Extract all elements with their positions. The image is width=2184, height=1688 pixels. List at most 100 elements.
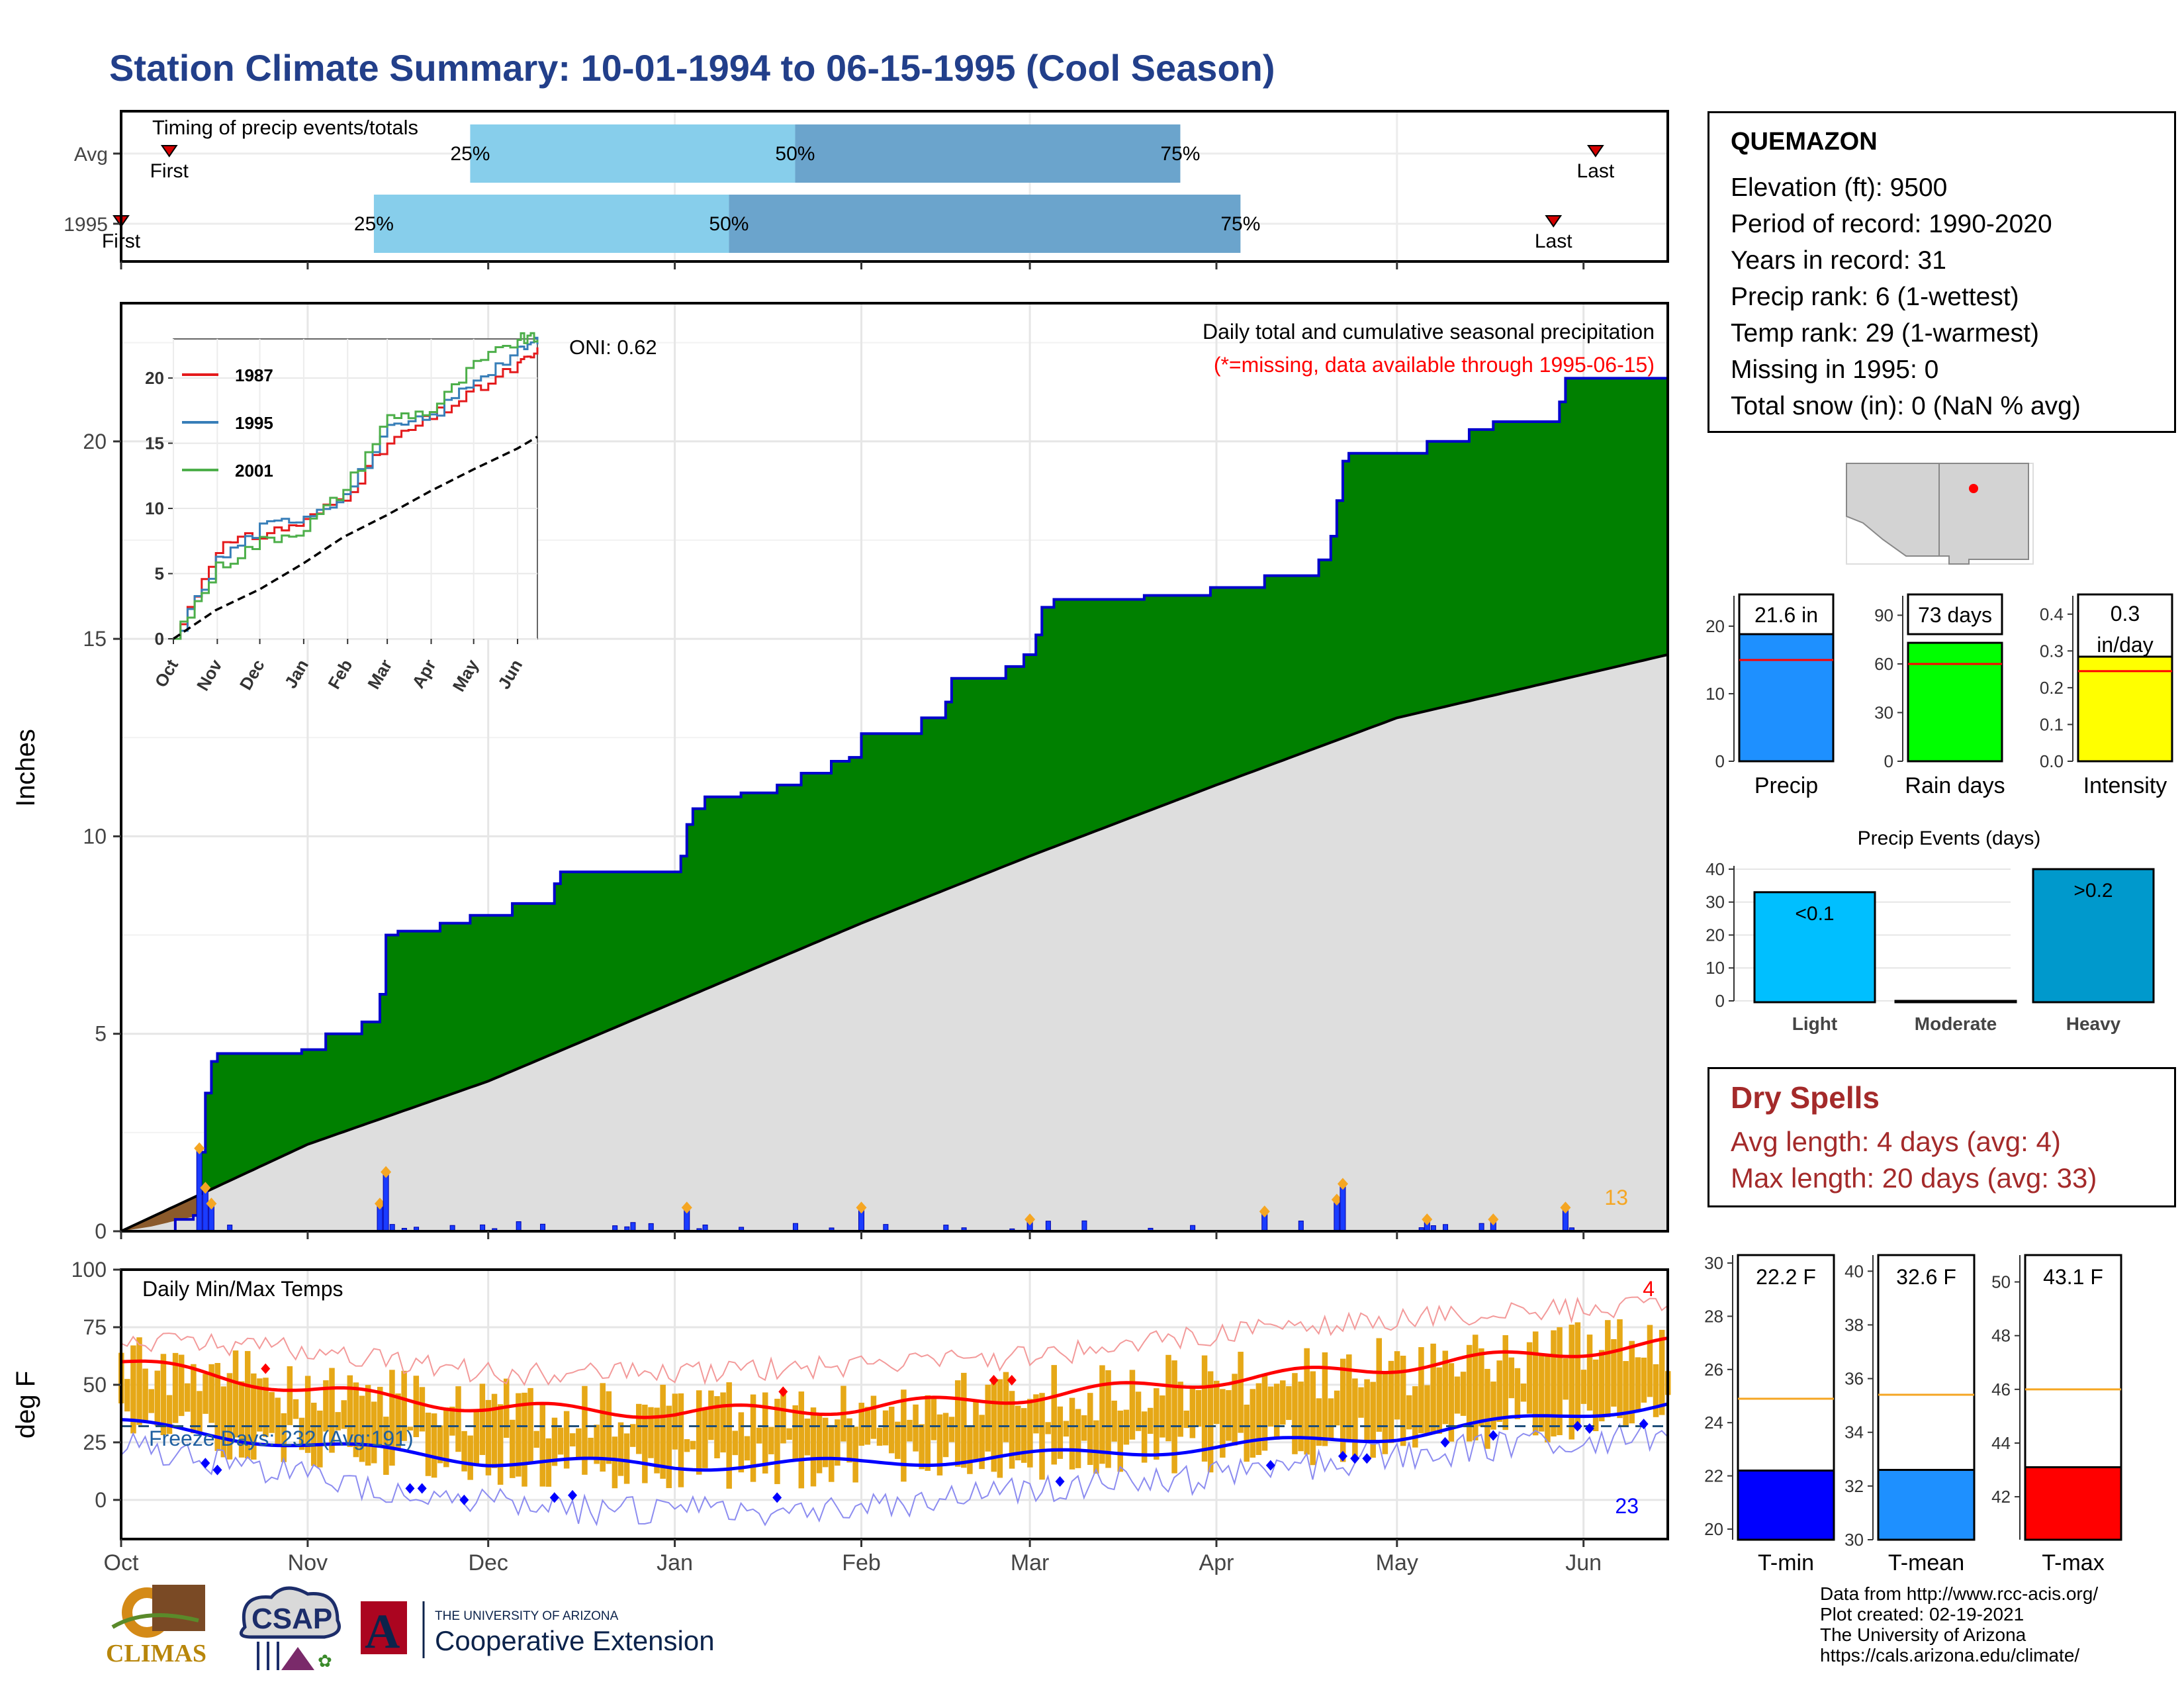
daily-temp-bar — [1316, 1398, 1322, 1446]
station-elevation: Elevation (ft): 9500 — [1731, 173, 1948, 202]
inset-y-tick-label: 20 — [145, 368, 164, 388]
temp-y-tick-label: 50 — [83, 1373, 107, 1397]
daily-temp-bar — [263, 1378, 269, 1437]
daily-temp-bar — [1135, 1391, 1142, 1431]
temp-summary-bar-2 — [2024, 1466, 2122, 1541]
daily-temp-bar — [1099, 1365, 1105, 1464]
credit-university: The University of Arizona — [1820, 1624, 2026, 1645]
inset-y-tick-label: 5 — [155, 564, 164, 584]
daily-temp-bar — [1069, 1397, 1075, 1470]
daily-temp-bar — [870, 1395, 877, 1439]
daily-temp-bar — [835, 1419, 841, 1466]
daily-temp-bar — [1653, 1364, 1659, 1417]
above-normal-area — [121, 378, 1668, 1231]
daily-temp-bar — [936, 1414, 943, 1476]
temp-summary-value: 22.2 F — [1756, 1265, 1816, 1289]
temp-summary-y-tick-label: 48 — [1991, 1326, 2011, 1346]
precip-caption: Daily total and cumulative seasonal prec… — [1203, 320, 1655, 344]
heavy-precip-marker — [1488, 1213, 1499, 1226]
summary-value-box — [1738, 593, 1835, 635]
daily-precip-bar — [1298, 1220, 1304, 1232]
daily-temp-bar — [1424, 1385, 1430, 1434]
daily-temp-bar — [293, 1399, 299, 1419]
dry-spells-max: Max length: 20 days (avg: 33) — [1731, 1162, 2097, 1194]
daily-temp-bar — [882, 1410, 889, 1446]
temp-summary-label: T-min — [1758, 1550, 1814, 1575]
inset-legend-label: 1987 — [235, 365, 273, 385]
daily-precip-bar — [516, 1221, 522, 1232]
average-cumulative-line — [120, 653, 1668, 1233]
temp-summary-y-tick-label: 20 — [1704, 1519, 1723, 1539]
daily-temp-bar — [1250, 1389, 1256, 1458]
csap-wordmark: CSAP — [251, 1603, 332, 1635]
daily-temp-bar — [1364, 1379, 1370, 1442]
temp-summary-value: 43.1 F — [2043, 1265, 2103, 1289]
heavy-precip-marker — [1259, 1205, 1270, 1218]
precip-events-chart: Precip Events (days) 0 10 20 30 40 <0.1 Light Mo… — [1706, 827, 2155, 1034]
daily-temp-bar — [1141, 1411, 1148, 1463]
month-tick-label: Jan — [657, 1550, 693, 1575]
record-low-marker — [1350, 1453, 1360, 1464]
daily-precip-bar — [1340, 1183, 1346, 1232]
summary-y-tick-label: 60 — [1874, 654, 1893, 674]
record-low-marker — [1488, 1430, 1498, 1441]
daily-temp-bar — [1479, 1348, 1484, 1427]
daily-temp-bar — [485, 1399, 492, 1476]
daily-temp-bar — [1563, 1358, 1569, 1400]
temp-y-tick-label: 75 — [83, 1315, 107, 1339]
daily-temp-bar — [1592, 1359, 1599, 1431]
daily-temp-bar — [232, 1350, 239, 1438]
daily-temp-bar — [816, 1414, 823, 1474]
daily-temp-bar — [203, 1374, 208, 1414]
record-high-marker — [261, 1363, 271, 1374]
daily-temp-bar — [1629, 1340, 1635, 1424]
month-tick-label: Jun — [1565, 1550, 1602, 1575]
daily-temp-bar — [1087, 1393, 1093, 1466]
precip-event-bar-light — [1753, 891, 1876, 1004]
timing-label-25: 25% — [354, 213, 394, 235]
station-info-box: QUEMAZON Elevation (ft): 9500 Period of … — [1707, 111, 2176, 433]
daily-temp-bar — [1075, 1409, 1081, 1468]
daily-temp-bar — [1213, 1380, 1220, 1425]
daily-temp-bar — [1502, 1335, 1508, 1430]
temp-summary-y-tick-label: 24 — [1704, 1413, 1723, 1432]
daily-temp-bar — [142, 1368, 148, 1423]
daily-temp-bar — [1532, 1331, 1539, 1436]
daily-temp-bar — [1436, 1367, 1442, 1434]
temp-panel-label: Daily Min/Max Temps — [142, 1277, 343, 1301]
daily-temp-bar — [1551, 1330, 1557, 1437]
month-tick-label: Oct — [104, 1550, 139, 1575]
daily-temp-bar — [304, 1376, 311, 1453]
daily-temp-bar — [1466, 1344, 1473, 1442]
daily-temp-bar — [612, 1436, 618, 1489]
daily-temp-bar — [901, 1389, 907, 1482]
daily-temp-bar — [876, 1427, 883, 1446]
precip-event-category: Moderate — [1915, 1013, 1997, 1034]
daily-temp-bar — [1057, 1406, 1064, 1459]
daily-temp-bar — [1442, 1350, 1449, 1425]
heavy-precip-marker — [200, 1182, 211, 1194]
daily-temp-bar — [702, 1408, 708, 1468]
daily-temp-bar — [623, 1433, 630, 1484]
daily-temp-bar — [997, 1379, 1003, 1478]
station-period: Period of record: 1990-2020 — [1731, 210, 2052, 238]
page-title: Station Climate Summary: 10-01-1994 to 0… — [109, 47, 1275, 89]
daily-temp-bar — [1105, 1370, 1111, 1468]
station-precip-rank: Precip rank: 6 (1-wettest) — [1731, 283, 2019, 311]
record-low-marker — [1055, 1476, 1065, 1487]
daily-temp-bar — [1051, 1365, 1057, 1465]
daily-temp-bar — [1292, 1373, 1298, 1454]
timing-label-25: 25% — [450, 143, 490, 165]
daily-temp-bar — [1238, 1352, 1244, 1433]
daily-temp-bar — [678, 1393, 684, 1487]
daily-temp-bar — [148, 1389, 154, 1413]
daily-temp-bar — [629, 1424, 636, 1447]
heavy-precip-marker — [1331, 1194, 1342, 1206]
summary-bar-label: Precip — [1754, 773, 1818, 798]
daily-temp-bar — [948, 1417, 955, 1442]
daily-temp-bar — [185, 1383, 191, 1412]
daily-temp-bar — [191, 1364, 197, 1434]
daily-temp-bar — [329, 1368, 335, 1453]
daily-temp-bar — [708, 1390, 714, 1440]
